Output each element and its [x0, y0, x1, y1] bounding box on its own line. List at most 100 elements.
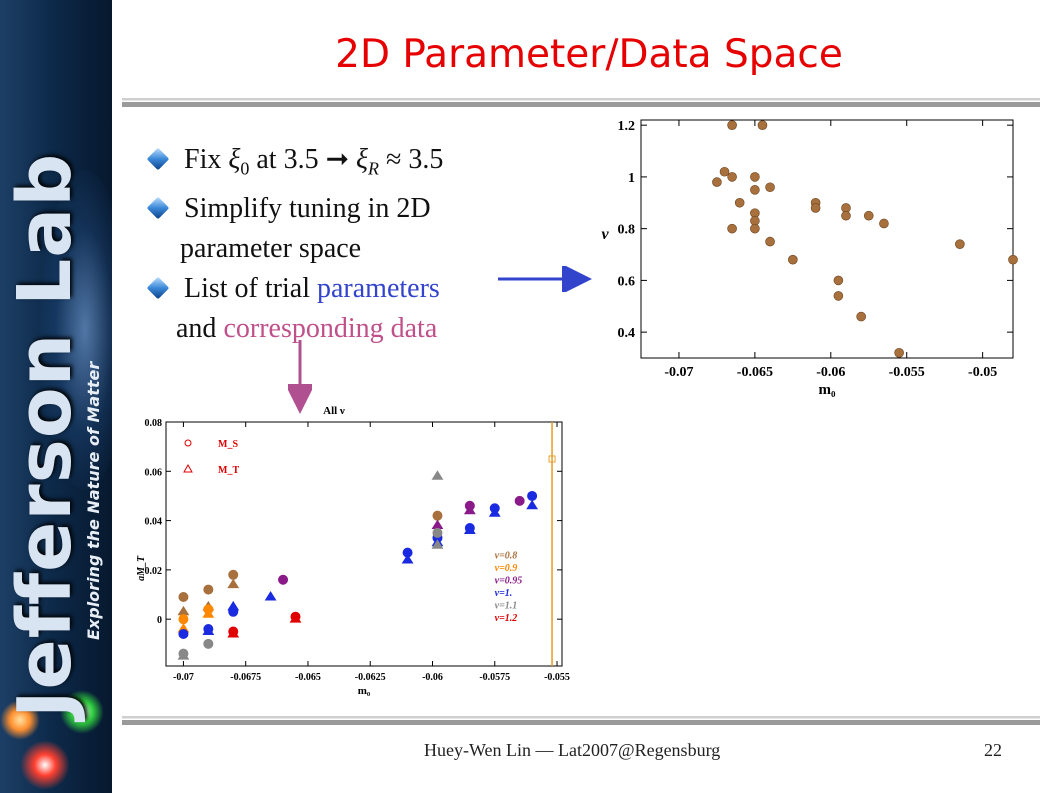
series-legend-entry: ν=0.8: [495, 551, 518, 562]
footer-author: Huey-Wen Lin — Lat2007@Regensburg: [424, 740, 721, 760]
data-point: [548, 455, 556, 463]
y-tick-label: 0.6: [618, 274, 636, 289]
x-tick-label: -0.055: [889, 365, 925, 380]
series-legend-entry: ν=0.9: [495, 563, 518, 574]
data-point: [203, 638, 214, 649]
data-point: [727, 223, 737, 234]
data-point: [488, 507, 501, 517]
x-tick-label: -0.07: [173, 672, 194, 683]
y-tick-label: 0.04: [145, 517, 163, 528]
data-point: [431, 470, 444, 480]
data-point: [734, 197, 745, 208]
data-point: [203, 584, 214, 595]
bullet-simplify: Simplify tuning in 2D: [144, 189, 524, 229]
data-point: [432, 527, 443, 538]
data-point: [514, 495, 525, 506]
x-tick-label: -0.05: [968, 365, 997, 380]
bullet-diamond-icon: [146, 276, 170, 299]
bullet-text: ≈ 3.5: [379, 144, 444, 175]
data-point: [765, 182, 775, 193]
x-tick-label: -0.0575: [479, 672, 510, 683]
y-axis-label: ν: [601, 226, 609, 243]
data-point: [463, 504, 476, 515]
y-tick-label: 0.06: [145, 467, 163, 478]
xi-subscript: R: [368, 158, 380, 179]
data-point: [228, 569, 239, 580]
y-tick-label: 1: [628, 171, 635, 186]
bullet-text: at 3.5 ➞: [249, 144, 357, 175]
title-rule: [122, 98, 1040, 107]
y-axis-label: aM_T: [136, 555, 147, 581]
series-legend-entry: ν=1.1: [495, 601, 518, 612]
data-point: [841, 210, 851, 221]
marker-legend-label: M_S: [218, 439, 238, 450]
jefferson-lab-sidebar: Jefferson Lab Exploring the Nature of Ma…: [0, 0, 112, 793]
data-point: [178, 628, 189, 639]
data-point: [202, 608, 215, 618]
data-chart: All ν -0.07 -0.0675 -0.065 -0.0625 -0.06 -0.05…: [136, 405, 570, 697]
data-point: [177, 605, 190, 616]
data-point: [750, 172, 760, 182]
arrow-to-data-chart: [288, 340, 312, 414]
series-legend-entry: ν=1.2: [495, 613, 518, 624]
xi-symbol: ξ: [228, 144, 241, 175]
x-tick-label: -0.06: [422, 672, 443, 683]
data-point: [955, 239, 965, 249]
y-tick-label: 0.08: [145, 418, 163, 429]
chart-title: All ν: [323, 405, 345, 417]
x-tick-label: -0.065: [737, 365, 773, 380]
sidebar-glow-red: [20, 740, 70, 790]
xi-symbol: ξ: [356, 144, 369, 175]
data-point: [833, 291, 844, 301]
data-point: [750, 185, 760, 195]
legend-marker-circle: [184, 439, 192, 447]
data-point: [264, 591, 277, 601]
data-point: [227, 578, 240, 589]
data-point: [856, 311, 866, 322]
data-point: [526, 499, 539, 510]
data-point: [863, 210, 874, 221]
data-point: [401, 554, 414, 564]
data-point: [765, 236, 775, 247]
plot-frame: [640, 119, 1014, 359]
data-point: [894, 348, 904, 358]
data-point: [228, 606, 239, 617]
data-highlight: corresponding data: [223, 312, 438, 344]
x-tick-label: -0.0675: [230, 672, 261, 683]
and-corresponding-data: and corresponding data: [144, 309, 524, 349]
bullet-diamond-icon: [146, 196, 170, 219]
sidebar-glow-green: [60, 690, 104, 734]
x-tick-label: -0.065: [295, 672, 321, 683]
y-tick-label: 1.2: [618, 119, 636, 134]
plot-frame: [165, 421, 563, 667]
parameters-highlight: parameters: [316, 272, 440, 304]
data-point: [431, 539, 444, 549]
data-point: [431, 519, 444, 530]
bullet-text: and: [176, 312, 224, 344]
y-tick-label: 0: [157, 615, 162, 626]
data-point: [750, 223, 760, 234]
data-point: [719, 166, 730, 177]
bullet-list-of-trial: List of trial parameters: [144, 269, 524, 309]
sidebar-brand: Jefferson Lab: [2, 152, 88, 718]
x-tick-label: -0.07: [664, 365, 693, 380]
y-tick-label: 0.02: [145, 566, 163, 577]
series-legend-entry: ν=1.: [495, 588, 513, 599]
data-point: [527, 490, 538, 501]
sidebar-glow-blue: [40, 170, 112, 490]
footer-page-number: 22: [984, 740, 1002, 760]
xi-subscript: 0: [240, 158, 250, 179]
data-point: [178, 614, 189, 625]
y-tick-label: 0.8: [618, 223, 636, 238]
data-point: [727, 172, 737, 182]
data-point: [177, 650, 190, 660]
data-point: [278, 574, 289, 585]
arrow-to-param-chart: [498, 266, 592, 292]
footer-rule: [122, 716, 1040, 725]
x-tick-label: -0.055: [544, 672, 570, 683]
data-point: [289, 613, 302, 623]
parameter-space-chart: -0.07 -0.065 -0.06 -0.055 -0.05 0.4 0.6 0.8 1 1.2…: [601, 119, 1018, 398]
x-tick-label: -0.06: [816, 365, 845, 380]
x-axis-label: m₀: [358, 685, 371, 697]
data-point: [727, 120, 737, 130]
